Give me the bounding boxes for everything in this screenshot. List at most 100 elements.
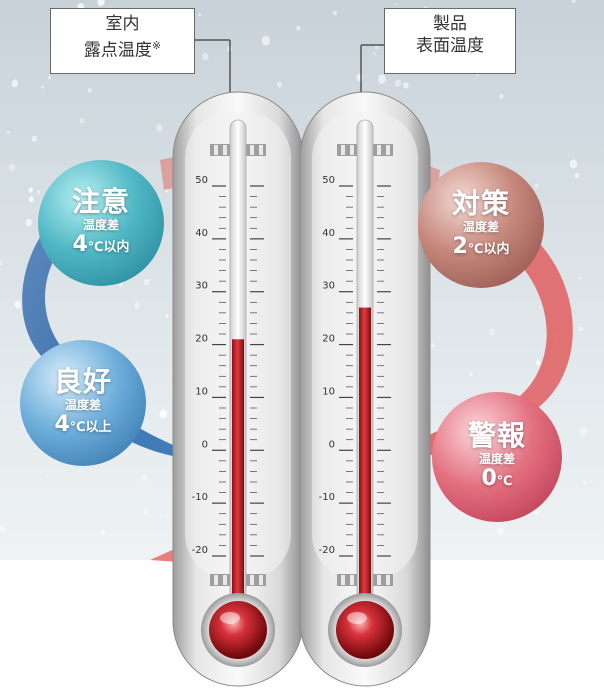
clamp-ridge <box>214 575 218 585</box>
water-drop <box>97 0 105 7</box>
water-drop <box>579 426 588 437</box>
water-drop <box>133 301 140 309</box>
thermometer: 50 40 30 20 10 0 -10 -20 <box>299 91 431 687</box>
water-drop <box>36 189 41 195</box>
clamp-ridge <box>341 575 345 585</box>
measure-to-alarm-arrow <box>505 225 573 410</box>
water-drop <box>569 159 578 169</box>
water-drop <box>79 117 85 124</box>
clamp-ridge <box>250 145 254 155</box>
state-bubble-measure: 対策 温度差 2℃以内 <box>418 162 544 288</box>
scale-tick-label: -20 <box>192 545 208 556</box>
bulb-highlight <box>220 612 240 624</box>
clamp-ridge <box>259 145 263 155</box>
water-drop <box>160 515 163 518</box>
mercury-bulb <box>336 601 394 659</box>
state-bubble-caution: 注意 温度差 4℃以内 <box>38 160 164 286</box>
state-value-good-wrap: 4℃以上 <box>54 413 111 440</box>
scale-tick-label: -20 <box>319 545 335 556</box>
water-drop <box>431 342 435 348</box>
scale-tick-label: 40 <box>322 228 335 239</box>
water-drop <box>497 527 504 536</box>
scale-tick-label: 20 <box>322 334 335 345</box>
scale-tick-label: 10 <box>322 386 335 397</box>
state-unit-measure: ℃以内 <box>467 242 510 257</box>
state-title-good: 良好 <box>53 365 112 398</box>
water-drop <box>489 328 495 335</box>
state-unit-good: ℃以上 <box>69 420 112 435</box>
water-drop <box>394 2 397 6</box>
scale-tick-label: 0 <box>329 439 335 450</box>
water-drop <box>571 0 576 4</box>
clamp-ridge <box>259 575 263 585</box>
scale-tick-label: 10 <box>195 386 208 397</box>
state-sub-caution: 温度差 <box>82 218 119 232</box>
water-drop <box>538 305 542 309</box>
water-drop <box>378 74 387 84</box>
clamp-ridge <box>386 145 390 155</box>
state-value-alarm-wrap: 0℃ <box>481 467 512 494</box>
clamp-ridge <box>386 575 390 585</box>
state-value-caution-wrap: 4℃以内 <box>72 233 129 260</box>
clamp-ridge <box>350 145 354 155</box>
water-drop <box>87 88 92 93</box>
water-drop <box>159 409 168 419</box>
scale-tick-label: -10 <box>192 492 208 503</box>
water-drop <box>143 278 150 286</box>
water-drop <box>14 300 22 309</box>
water-drop <box>332 10 337 16</box>
state-sub-good: 温度差 <box>64 398 101 412</box>
mercury-column <box>232 339 244 610</box>
water-drop <box>202 52 209 61</box>
caution-to-good-arrow <box>22 205 85 360</box>
water-drop <box>198 13 201 17</box>
clamp-ridge <box>223 145 227 155</box>
state-value-measure-wrap: 2℃以内 <box>452 235 509 262</box>
water-drop <box>261 35 271 46</box>
water-drop <box>11 79 19 88</box>
water-drop <box>578 276 581 280</box>
surface-temp-label: 製品 表面温度 <box>384 8 516 74</box>
scale-tick-label: 30 <box>195 281 208 292</box>
scale-tick-label: 0 <box>202 439 208 450</box>
water-drop <box>574 172 580 179</box>
note-mark: ※ <box>151 39 162 52</box>
mercury-column <box>359 307 371 610</box>
scale-tick-label: 50 <box>195 175 208 186</box>
water-drop <box>118 282 123 288</box>
water-drop <box>0 260 3 267</box>
clamp-ridge <box>214 145 218 155</box>
water-drop <box>45 474 48 478</box>
water-drop <box>403 81 409 89</box>
clamp-ridge <box>250 575 254 585</box>
indoor-dewpoint-label-line1: 室内 <box>105 14 140 34</box>
state-num-measure: 2 <box>452 234 468 259</box>
scale-tick-label: 20 <box>195 334 208 345</box>
water-drop <box>165 314 169 318</box>
state-num-good: 4 <box>54 412 70 437</box>
water-drop <box>0 524 6 532</box>
water-drop <box>469 372 473 377</box>
surface-temp-label-line2: 表面温度 <box>416 36 484 56</box>
water-drop <box>394 79 402 88</box>
water-drop <box>296 25 301 31</box>
clamp-ridge <box>341 145 345 155</box>
water-drop <box>499 93 504 99</box>
thermometer: 50 40 30 20 10 0 -10 -20 <box>172 91 304 687</box>
water-drop <box>533 509 538 515</box>
state-title-alarm: 警報 <box>467 419 526 452</box>
water-drop <box>28 187 33 193</box>
water-drop <box>535 360 541 366</box>
state-sub-alarm: 温度差 <box>478 452 515 466</box>
water-drop <box>28 196 34 203</box>
mercury-bulb <box>209 601 267 659</box>
water-drop <box>578 326 583 332</box>
water-drop <box>156 123 163 132</box>
clamp-ridge <box>377 145 381 155</box>
state-bubble-alarm: 警報 温度差 0℃ <box>432 392 562 522</box>
clamp-ridge <box>223 575 227 585</box>
water-drop <box>356 73 363 82</box>
water-drop <box>372 52 376 56</box>
indoor-dewpoint-label: 室内 露点温度※ <box>50 8 195 74</box>
